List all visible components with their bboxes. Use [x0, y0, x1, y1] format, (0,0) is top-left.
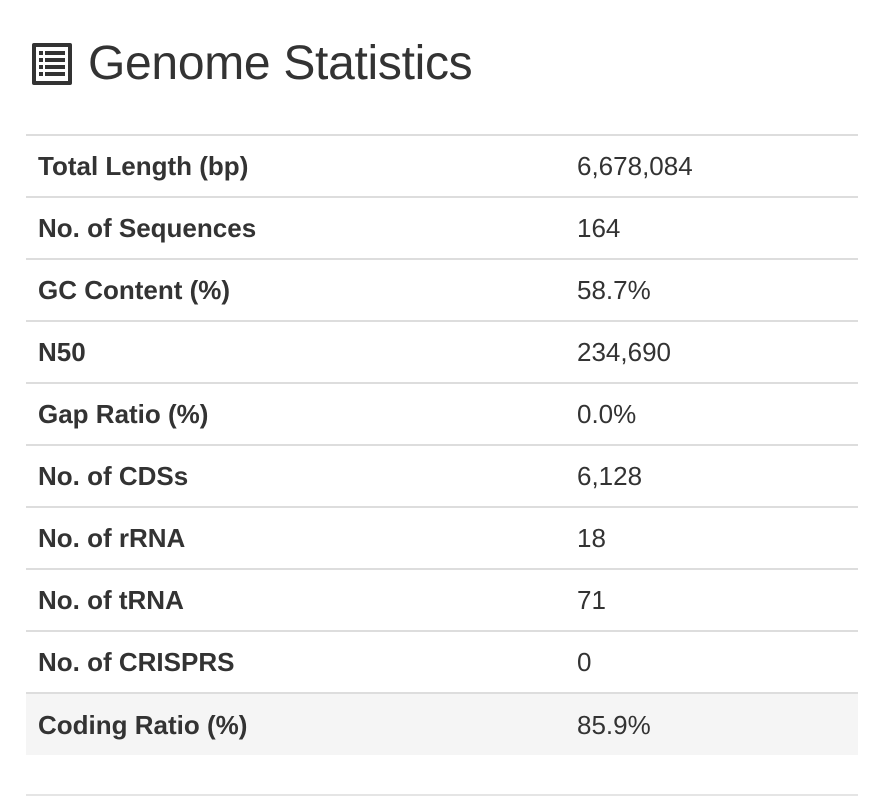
stat-label: N50	[26, 320, 565, 383]
page-header: Genome Statistics	[30, 30, 473, 98]
table-row: No. of rRNA 18	[26, 506, 858, 569]
stat-label: Total Length (bp)	[26, 134, 565, 197]
table-row: No. of CRISPRS 0	[26, 630, 858, 693]
stat-label: Coding Ratio (%)	[26, 692, 565, 755]
divider	[26, 794, 858, 796]
stat-label: No. of tRNA	[26, 568, 565, 631]
stat-label: No. of CRISPRS	[26, 630, 565, 693]
stat-value: 71	[565, 568, 858, 631]
stat-value: 0	[565, 630, 858, 693]
stat-label: Gap Ratio (%)	[26, 382, 565, 445]
table-row: Gap Ratio (%) 0.0%	[26, 382, 858, 445]
table-row-highlighted: Coding Ratio (%) 85.9%	[26, 692, 858, 755]
stat-value: 6,128	[565, 444, 858, 507]
stat-label: No. of CDSs	[26, 444, 565, 507]
stat-value: 6,678,084	[565, 134, 858, 197]
stat-label: GC Content (%)	[26, 258, 565, 321]
table-row: GC Content (%) 58.7%	[26, 258, 858, 321]
table-row: No. of tRNA 71	[26, 568, 858, 631]
stat-value: 85.9%	[565, 692, 858, 755]
table-row: N50 234,690	[26, 320, 858, 383]
genome-stats-table: Total Length (bp) 6,678,084 No. of Seque…	[26, 134, 858, 755]
table-row: Total Length (bp) 6,678,084	[26, 134, 858, 197]
stat-value: 58.7%	[565, 258, 858, 321]
stat-label: No. of Sequences	[26, 196, 565, 259]
table-row: No. of Sequences 164	[26, 196, 858, 259]
list-alt-icon	[30, 38, 74, 90]
stat-value: 164	[565, 196, 858, 259]
stat-value: 18	[565, 506, 858, 569]
stat-value: 0.0%	[565, 382, 858, 445]
table-row: No. of CDSs 6,128	[26, 444, 858, 507]
stat-label: No. of rRNA	[26, 506, 565, 569]
stat-value: 234,690	[565, 320, 858, 383]
page-title: Genome Statistics	[88, 37, 473, 90]
